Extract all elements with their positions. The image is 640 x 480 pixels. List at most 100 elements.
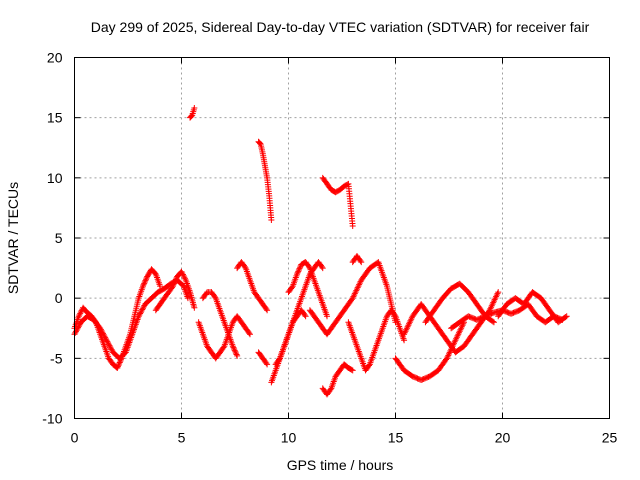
x-tick-label: 0	[71, 430, 79, 446]
y-tick-label: 0	[55, 290, 63, 306]
data-point	[302, 313, 309, 320]
series-arc-v	[495, 289, 570, 326]
data-point	[139, 283, 146, 290]
series-arc-r	[392, 319, 467, 383]
data-point	[276, 356, 283, 363]
data-point	[77, 310, 84, 317]
data-point	[98, 327, 105, 334]
data-point	[264, 307, 271, 314]
data-point	[143, 274, 150, 281]
x-axis-label: GPS time / hours	[287, 457, 394, 473]
data-point	[263, 305, 270, 312]
data-point	[107, 345, 114, 352]
data-point	[171, 280, 178, 287]
y-tick-label: 5	[55, 230, 63, 246]
data-point	[171, 279, 178, 286]
data-point	[246, 330, 253, 337]
data-point	[140, 303, 147, 310]
data-point	[103, 337, 110, 344]
data-point	[188, 113, 195, 120]
series-arc-k	[272, 259, 326, 368]
chart-title: Day 299 of 2025, Sidereal Day-to-day VTE…	[91, 19, 590, 35]
data-point	[105, 339, 112, 346]
data-point	[562, 313, 569, 320]
data-point	[102, 334, 109, 341]
data-point	[231, 347, 238, 354]
data-point	[318, 263, 325, 270]
data-point	[169, 283, 176, 290]
x-tick-label: 15	[388, 430, 404, 446]
series-arc-e	[195, 313, 253, 362]
x-tick-label: 5	[178, 430, 186, 446]
data-point	[220, 344, 227, 351]
series-arc-g	[234, 259, 271, 314]
series-arc-d	[187, 105, 198, 121]
data-point	[181, 274, 188, 281]
data-point	[401, 337, 408, 344]
data-point	[182, 275, 189, 282]
data-point	[75, 313, 82, 320]
y-tick-label: -5	[50, 350, 63, 366]
data-point	[297, 264, 304, 271]
data-point	[138, 307, 145, 314]
data-point	[179, 271, 186, 278]
data-point	[115, 362, 122, 369]
data-point	[72, 329, 79, 336]
data-point	[256, 140, 263, 147]
data-point	[563, 313, 570, 320]
data-point	[268, 216, 275, 223]
data-point	[241, 263, 248, 270]
axis-ticks	[74, 57, 610, 419]
data-point	[191, 304, 198, 311]
data-point	[357, 257, 364, 264]
data-point	[306, 263, 313, 270]
data-point	[349, 367, 356, 374]
data-point	[100, 331, 107, 338]
data-point	[319, 265, 326, 272]
data-point	[141, 279, 148, 286]
data-point	[233, 351, 240, 358]
data-point	[294, 271, 301, 278]
data-point	[104, 338, 111, 345]
data-point	[391, 312, 398, 319]
data-point	[100, 330, 107, 337]
data-point	[170, 281, 177, 288]
grid-lines	[74, 57, 610, 419]
series-arc-n	[319, 361, 356, 398]
data-point	[114, 364, 121, 371]
data-point	[296, 265, 303, 272]
data-point	[141, 280, 148, 287]
data-point	[264, 361, 271, 368]
data-point	[349, 222, 356, 229]
data-point	[327, 386, 334, 393]
y-axis-label: SDTVAR / TECUs	[5, 182, 21, 294]
y-tick-label: 15	[47, 110, 63, 126]
data-point	[114, 363, 121, 370]
data-point	[348, 366, 355, 373]
x-tick-label: 10	[281, 430, 297, 446]
data-point	[137, 309, 144, 316]
data-point	[99, 329, 106, 336]
data-point	[365, 362, 372, 369]
data-point	[151, 270, 158, 277]
data-point	[97, 326, 104, 333]
data-point	[106, 342, 113, 349]
data-point	[234, 352, 241, 359]
x-tick-label: 20	[495, 430, 511, 446]
data-point	[288, 284, 295, 291]
data-point	[97, 325, 104, 332]
data-point	[180, 272, 187, 279]
x-tick-labels: 0 5 10 15 20 25	[71, 430, 618, 446]
data-point	[295, 268, 302, 275]
y-tick-label: 10	[47, 170, 63, 186]
y-tick-label: 20	[47, 50, 63, 66]
data-point	[77, 309, 84, 316]
data-point	[75, 324, 82, 331]
data-point	[358, 259, 365, 266]
data-point	[230, 344, 237, 351]
data-points	[71, 105, 570, 398]
y-tick-label: -10	[42, 411, 62, 427]
data-point	[231, 346, 238, 353]
